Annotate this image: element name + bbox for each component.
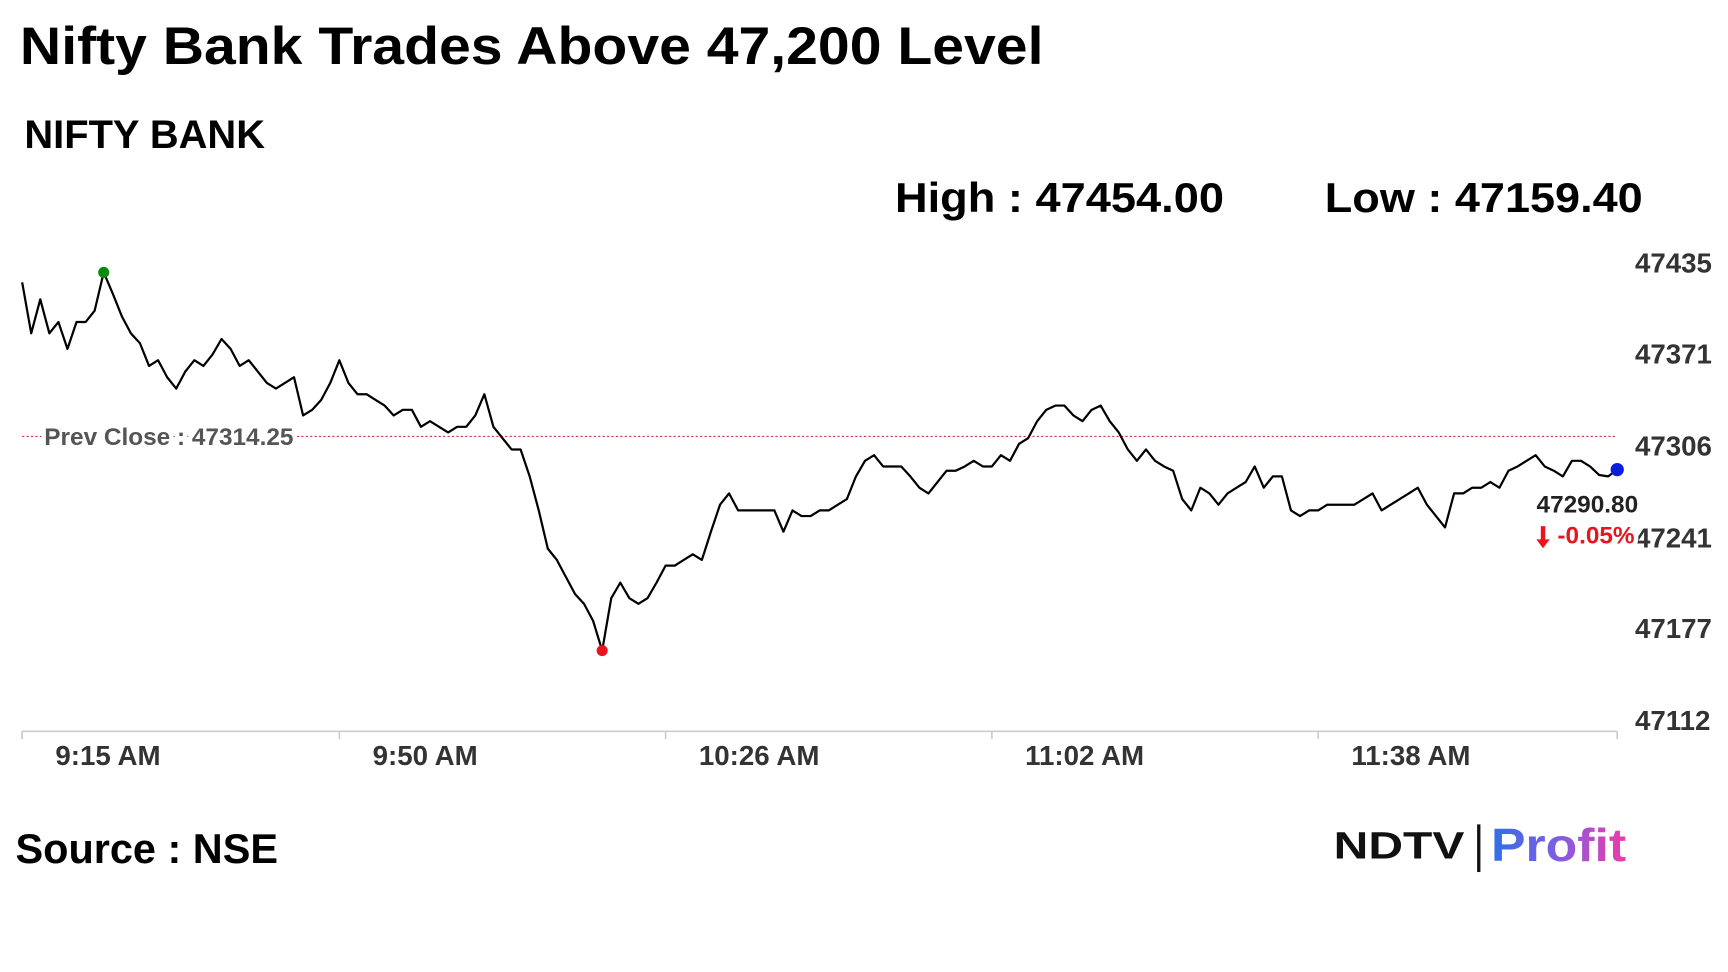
high-marker	[98, 266, 110, 278]
y-tick-label: 47112	[1635, 705, 1710, 736]
logo-product: Profit	[1491, 819, 1626, 871]
plot-area: 9:15 AM 9:50 AM 10:26 AM 11:02 AM 11:38 AM 47…	[21, 248, 1712, 771]
prev-close-label: Prev Close : 47314.25	[44, 424, 293, 451]
change-label: -0.05%	[1557, 523, 1635, 550]
source-note: Source : NSE	[16, 825, 279, 872]
x-tick-label: 10:26 AM	[699, 740, 820, 771]
x-tick-label: 11:02 AM	[1025, 740, 1144, 771]
x-tick-label: 9:50 AM	[373, 740, 478, 771]
low-marker	[596, 645, 608, 657]
low-label: Low : 47159.40	[1325, 174, 1643, 221]
last-marker	[1610, 462, 1624, 477]
x-tick-label: 9:15 AM	[55, 740, 160, 771]
chart-title: Nifty Bank Trades Above 47,200 Level	[20, 17, 1044, 76]
last-value-label: 47290.80	[1537, 492, 1639, 519]
y-tick-label: 47371	[1635, 338, 1712, 369]
logo-brand: NDTV	[1334, 825, 1465, 867]
price-line	[21, 271, 1618, 652]
down-arrow	[1536, 526, 1550, 549]
y-tick-label: 47306	[1635, 430, 1712, 461]
y-tick-label: 47435	[1635, 248, 1712, 279]
y-tick-label: 47177	[1635, 613, 1712, 644]
chart-subtitle: NIFTY BANK	[24, 113, 265, 157]
x-tick-label: 11:38 AM	[1351, 740, 1470, 771]
y-tick-label: 47241	[1635, 522, 1712, 553]
high-label: High : 47454.00	[895, 174, 1224, 221]
